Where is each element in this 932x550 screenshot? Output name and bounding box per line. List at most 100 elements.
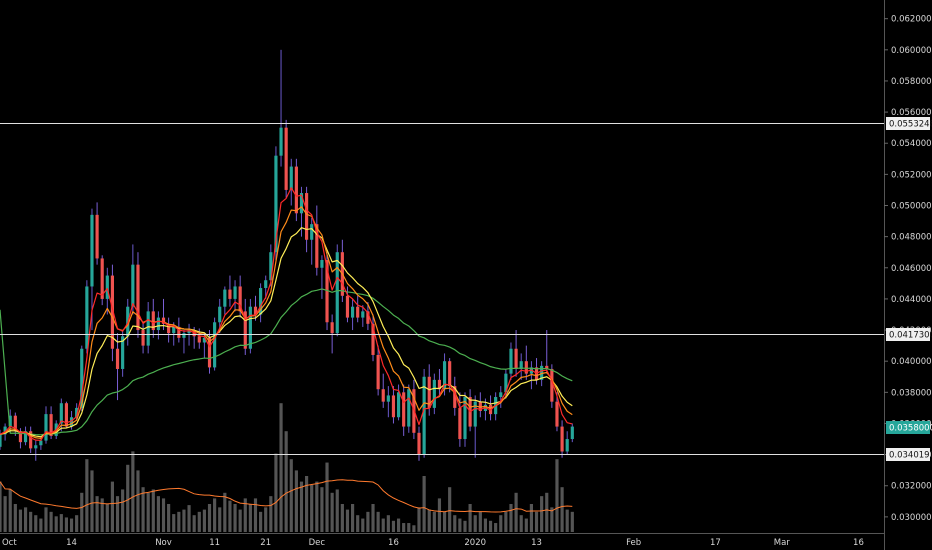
candle[interactable] <box>305 186 309 253</box>
candle[interactable] <box>289 158 293 206</box>
candle[interactable] <box>432 373 436 415</box>
candle[interactable] <box>264 275 268 299</box>
candle[interactable] <box>514 330 518 377</box>
candle[interactable] <box>141 322 145 354</box>
candle[interactable] <box>437 368 442 396</box>
candle[interactable] <box>325 252 329 331</box>
candle[interactable] <box>228 275 232 307</box>
ema-mid-line <box>0 206 573 440</box>
candle[interactable] <box>105 267 109 315</box>
candle[interactable] <box>80 345 84 412</box>
candle[interactable] <box>259 283 263 323</box>
candle[interactable] <box>100 255 104 306</box>
candle[interactable] <box>524 345 528 380</box>
volume-bar <box>121 489 125 532</box>
candle[interactable] <box>504 368 508 399</box>
candle[interactable] <box>23 426 28 446</box>
candle[interactable] <box>151 298 155 338</box>
candle[interactable] <box>478 392 482 418</box>
candle[interactable] <box>85 280 89 354</box>
candle[interactable] <box>555 392 559 432</box>
candle[interactable] <box>545 330 549 374</box>
candle[interactable] <box>422 368 426 458</box>
candle-body <box>100 258 104 299</box>
candle[interactable] <box>253 295 258 321</box>
volume-bar <box>427 509 431 532</box>
candle[interactable] <box>64 401 69 429</box>
candle[interactable] <box>95 202 99 265</box>
volume-bar <box>80 492 84 532</box>
candle[interactable] <box>550 364 554 408</box>
candle[interactable] <box>233 280 237 312</box>
candle[interactable] <box>18 428 23 449</box>
candle[interactable] <box>458 392 462 447</box>
candle[interactable] <box>44 406 48 444</box>
candle[interactable] <box>391 386 396 424</box>
volume-bar <box>85 459 89 532</box>
volume-bar <box>136 470 140 532</box>
volume-bar <box>0 481 2 532</box>
candle[interactable] <box>315 205 319 276</box>
candle[interactable] <box>560 420 564 458</box>
candle[interactable] <box>248 298 252 354</box>
candle[interactable] <box>34 440 38 461</box>
candle[interactable] <box>131 244 135 315</box>
time-axis-ticks[interactable]: Oct 14 Nov 11 21 Dec 16 2020 13 Feb 17 Mar 16 <box>2 538 864 548</box>
candle[interactable] <box>509 342 513 380</box>
candle[interactable] <box>371 314 375 362</box>
candle[interactable] <box>146 302 150 354</box>
candle[interactable] <box>453 376 457 416</box>
candle[interactable] <box>366 302 370 331</box>
candle-body <box>29 431 33 449</box>
candle[interactable] <box>376 345 380 396</box>
volume-bars <box>0 403 574 532</box>
candle[interactable] <box>565 431 569 455</box>
volume-bar <box>3 496 7 532</box>
last-price-background <box>886 421 930 434</box>
candle[interactable] <box>284 119 288 198</box>
candle[interactable] <box>386 386 390 418</box>
candle[interactable] <box>350 298 355 331</box>
candle[interactable] <box>310 217 314 265</box>
volume-bar <box>172 514 176 532</box>
candle-body <box>473 401 477 427</box>
candle[interactable] <box>361 305 365 327</box>
candle-body <box>34 445 38 449</box>
candle[interactable] <box>381 373 385 408</box>
candle[interactable] <box>570 423 574 443</box>
candle[interactable] <box>213 317 217 371</box>
candle[interactable] <box>13 412 17 436</box>
candle[interactable] <box>330 314 334 354</box>
volume-bar <box>259 511 263 532</box>
candle[interactable] <box>463 392 467 447</box>
candle[interactable] <box>402 384 406 436</box>
volume-bar <box>223 492 227 532</box>
candle[interactable] <box>407 384 411 433</box>
level-label-background <box>886 448 930 461</box>
candle[interactable] <box>110 264 114 362</box>
candle[interactable] <box>0 429 2 450</box>
candle[interactable] <box>136 252 140 338</box>
candle[interactable] <box>417 426 421 461</box>
candle[interactable] <box>29 426 33 454</box>
candle[interactable] <box>223 286 227 315</box>
volume-bar <box>315 481 319 532</box>
volume-bar <box>294 470 298 532</box>
volume-bar <box>330 492 334 532</box>
candle[interactable] <box>499 386 503 408</box>
candle[interactable] <box>448 358 452 393</box>
candle[interactable] <box>75 403 79 421</box>
candle[interactable] <box>167 317 171 343</box>
candle[interactable] <box>161 298 166 331</box>
candle-body <box>197 336 201 343</box>
candle[interactable] <box>356 295 360 323</box>
candle[interactable] <box>320 255 324 299</box>
candle-body <box>248 306 252 349</box>
candle[interactable] <box>279 49 283 167</box>
candle[interactable] <box>182 330 186 354</box>
candle[interactable] <box>121 330 125 377</box>
candle[interactable] <box>115 333 120 401</box>
candle[interactable] <box>519 353 523 380</box>
candle[interactable] <box>294 158 298 222</box>
